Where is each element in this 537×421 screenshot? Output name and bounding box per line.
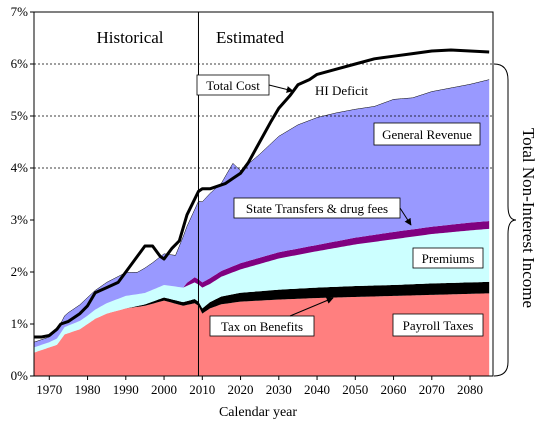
y-tick-label: 6% <box>11 56 29 71</box>
y-axis-ticks: 0% 1% 2% 3% 4% 5% 6% 7% <box>11 4 34 383</box>
annotation-total-cost-label: Total Cost <box>206 78 260 93</box>
annotation-tax-on-benefits: Tax on Benefits <box>209 297 334 337</box>
annotation-state-transfers-label: State Transfers & drug fees <box>246 201 388 216</box>
plot-frame <box>33 11 494 377</box>
y-tick-label: 7% <box>11 4 29 19</box>
x-tick-label: 2030 <box>266 382 292 397</box>
annotation-general-revenue-label: General Revenue <box>382 127 472 142</box>
total-cost-series <box>34 48 490 339</box>
x-tick-label: 1990 <box>113 382 139 397</box>
annotation-premiums-box <box>412 247 484 269</box>
y-tick-label: 4% <box>11 160 29 175</box>
y-tick-label: 0% <box>11 368 29 383</box>
region-label-estimated: Estimated <box>216 28 284 47</box>
x-tick-label: 2020 <box>228 382 254 397</box>
annotation-state-transfers: State Transfers & drug fees <box>233 197 412 226</box>
y-tick-label: 5% <box>11 108 29 123</box>
annotation-premiums-label: Premiums <box>422 251 475 266</box>
annotation-total-cost-arrow <box>268 84 294 93</box>
x-axis-title: Calendar year <box>219 405 297 420</box>
area-tax-on-benefits <box>34 281 490 353</box>
annotation-hi-deficit: HI Deficit <box>315 83 368 98</box>
annotation-general-revenue: General Revenue <box>373 122 481 146</box>
annotation-tax-on-benefits-box <box>209 315 315 337</box>
annotation-payroll-taxes-label: Payroll Taxes <box>403 318 474 333</box>
x-axis-ticks: 1970 1980 1990 2000 2010 2020 2030 2040 2050 2060… <box>36 376 483 397</box>
x-tick-label: 1970 <box>36 382 62 397</box>
y-tick-label: 1% <box>11 316 29 331</box>
y-tick-label: 3% <box>11 212 29 227</box>
total-income-brace <box>493 63 517 377</box>
annotation-total-cost: Total Cost <box>196 74 294 96</box>
x-tick-label: 2070 <box>419 382 445 397</box>
line-total-cost <box>34 48 490 339</box>
annotation-tax-on-benefits-arrow <box>289 297 334 317</box>
x-tick-label: 1980 <box>75 382 101 397</box>
annotation-premiums: Premiums <box>412 247 484 269</box>
annotation-general-revenue-box <box>373 122 481 146</box>
region-label-historical: Historical <box>96 28 163 47</box>
x-tick-label: 2040 <box>304 382 330 397</box>
annotation-payroll-taxes: Payroll Taxes <box>392 313 484 337</box>
total-income-outline <box>34 79 490 343</box>
x-tick-label: 2060 <box>381 382 407 397</box>
annotation-tax-on-benefits-label: Tax on Benefits <box>221 319 303 334</box>
x-tick-label: 2050 <box>342 382 368 397</box>
annotation-payroll-taxes-box <box>392 313 484 337</box>
gridlines <box>34 63 493 169</box>
area-premiums <box>34 228 490 353</box>
y-tick-label: 2% <box>11 264 29 279</box>
side-label-total-non-interest-income: Total Non-Interest Income <box>519 128 537 308</box>
x-tick-label: 2080 <box>457 382 483 397</box>
annotation-state-transfers-arrow <box>399 207 412 226</box>
x-tick-label: 2010 <box>189 382 215 397</box>
x-tick-label: 2000 <box>151 382 177 397</box>
